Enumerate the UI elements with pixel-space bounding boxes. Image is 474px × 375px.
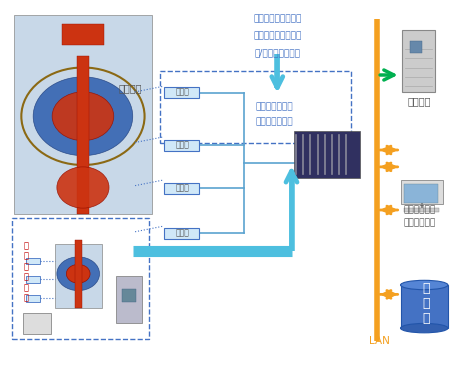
- Text: 接线盒: 接线盒: [175, 228, 190, 237]
- Text: 接线盒: 接线盒: [175, 87, 190, 96]
- Text: 局
部
放
电
系
统: 局 部 放 电 系 统: [24, 242, 28, 302]
- Bar: [164, 87, 199, 98]
- Bar: [12, 217, 149, 339]
- Bar: [404, 208, 439, 212]
- Bar: [404, 184, 438, 203]
- Bar: [77, 56, 89, 214]
- Bar: [402, 30, 435, 92]
- Ellipse shape: [401, 280, 448, 290]
- Bar: [23, 313, 51, 334]
- Text: 数
据
库: 数 据 库: [423, 282, 430, 325]
- Bar: [410, 41, 422, 53]
- Circle shape: [33, 77, 133, 156]
- Text: 机组振摆及气隙: 机组振摆及气隙: [255, 102, 293, 111]
- Text: 监控系统: 监控系统: [408, 96, 431, 106]
- Text: 接线盒: 接线盒: [175, 140, 190, 149]
- Text: 状态监测系统: 状态监测系统: [403, 206, 436, 214]
- Bar: [164, 140, 199, 151]
- Bar: [75, 240, 82, 308]
- Bar: [26, 258, 40, 264]
- Bar: [14, 15, 152, 214]
- Bar: [401, 285, 448, 328]
- Bar: [164, 183, 199, 194]
- Bar: [116, 276, 142, 322]
- Text: 接线盒: 接线盒: [175, 183, 190, 192]
- Text: 荷、压力、水头、有: 荷、压力、水头、有: [253, 31, 301, 40]
- Circle shape: [57, 167, 109, 208]
- Circle shape: [52, 92, 114, 141]
- Ellipse shape: [401, 323, 448, 333]
- Text: 功/无功等相关信号: 功/无功等相关信号: [254, 48, 301, 57]
- Bar: [122, 289, 136, 302]
- Bar: [26, 276, 40, 283]
- Bar: [401, 180, 443, 204]
- Text: 其它温度、流量、负: 其它温度、流量、负: [253, 14, 301, 23]
- Bar: [160, 71, 351, 142]
- Text: 故障分析平台: 故障分析平台: [403, 219, 436, 228]
- Bar: [294, 131, 360, 178]
- Text: 磁通量采集系统: 磁通量采集系统: [255, 117, 293, 126]
- Circle shape: [66, 264, 90, 283]
- Circle shape: [57, 257, 100, 291]
- Bar: [55, 244, 102, 308]
- Text: LAN: LAN: [369, 336, 390, 346]
- Bar: [164, 228, 199, 239]
- Bar: [26, 295, 40, 302]
- Text: 传感器层: 传感器层: [118, 83, 142, 93]
- Bar: [62, 24, 104, 45]
